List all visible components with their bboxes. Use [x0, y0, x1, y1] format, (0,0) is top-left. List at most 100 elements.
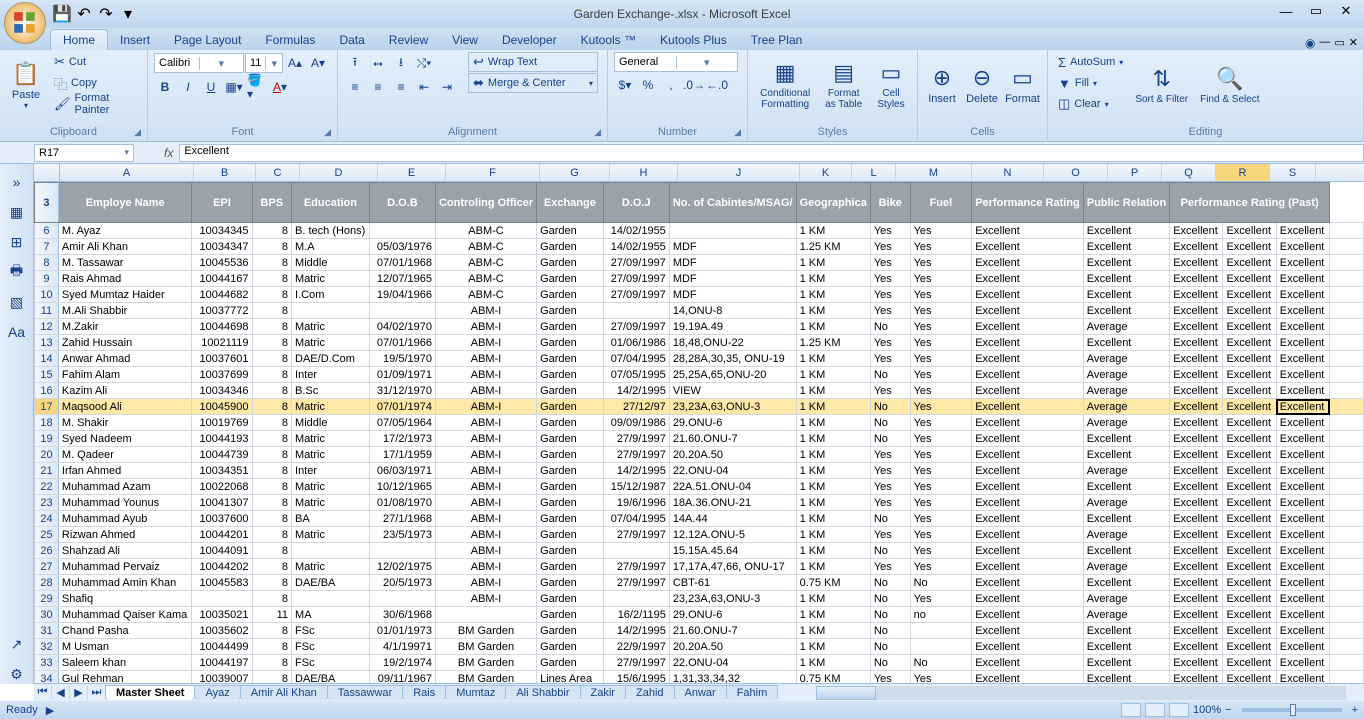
cell[interactable] [1330, 319, 1364, 335]
cell[interactable]: Excellent [1223, 351, 1276, 367]
cell[interactable]: 8 [252, 463, 292, 479]
horizontal-scrollbar[interactable] [798, 685, 1364, 701]
cell[interactable]: Excellent [972, 255, 1084, 271]
cell[interactable]: Yes [910, 415, 972, 431]
cell[interactable]: Yes [870, 463, 910, 479]
cell[interactable]: 17,17A,47,66, ONU-17 [669, 559, 796, 575]
cell[interactable]: Excellent [1170, 559, 1223, 575]
cell[interactable]: 27/9/1997 [603, 575, 669, 591]
cell[interactable] [1330, 639, 1364, 655]
cell[interactable]: ABM-C [435, 287, 536, 303]
cell[interactable]: Excellent [1223, 575, 1276, 591]
cell[interactable]: VIEW [669, 383, 796, 399]
cell[interactable]: 10/12/1965 [369, 479, 435, 495]
cell[interactable] [1330, 303, 1364, 319]
cell[interactable]: Excellent [972, 271, 1084, 287]
window-minimize[interactable]: — [1272, 2, 1300, 20]
cell[interactable]: M. Shakir [58, 415, 191, 431]
cell[interactable]: 1 KM [796, 223, 870, 239]
cell[interactable]: 15.15A.45.64 [669, 543, 796, 559]
cell[interactable]: Yes [910, 463, 972, 479]
cell[interactable]: Excellent [1223, 415, 1276, 431]
cell[interactable]: Garden [537, 607, 604, 623]
cell[interactable]: Garden [537, 447, 604, 463]
cell[interactable]: Matric [292, 527, 370, 543]
cell[interactable]: 19/5/1970 [369, 351, 435, 367]
cell[interactable]: Excellent [1170, 431, 1223, 447]
wrap-text-button[interactable]: ↩Wrap Text [468, 52, 598, 72]
percent-button[interactable]: % [637, 74, 659, 96]
cell[interactable]: DAE/D.Com [292, 351, 370, 367]
cell[interactable]: 1 KM [796, 495, 870, 511]
cell[interactable]: Excellent [1170, 495, 1223, 511]
sheet-tab-master-sheet[interactable]: Master Sheet [105, 685, 195, 700]
conditional-formatting-button[interactable]: ▦Conditional Formatting [754, 52, 816, 118]
row-header[interactable]: 28 [35, 575, 59, 591]
cell[interactable]: Excellent [972, 671, 1084, 684]
cell[interactable] [292, 591, 370, 607]
cell[interactable]: ABM-I [435, 463, 536, 479]
cell[interactable] [1330, 479, 1364, 495]
cell[interactable]: 1 KM [796, 607, 870, 623]
cell[interactable]: Garden [537, 495, 604, 511]
format-painter-button[interactable]: 🖌Format Painter [50, 94, 141, 114]
cell[interactable]: 12/02/1975 [369, 559, 435, 575]
cell[interactable]: Gul Rehman [58, 671, 191, 684]
cell[interactable]: 19/2/1974 [369, 655, 435, 671]
cell[interactable]: Average [1083, 591, 1169, 607]
cell[interactable]: Excellent [1276, 575, 1329, 591]
row-header[interactable]: 21 [35, 463, 59, 479]
indent-dec[interactable]: ⇤ [413, 76, 435, 98]
cell[interactable]: Excellent [1170, 271, 1223, 287]
cell[interactable]: 10041307 [192, 495, 252, 511]
cell[interactable]: Excellent [1170, 399, 1223, 415]
cell[interactable]: Excellent [1083, 575, 1169, 591]
cell[interactable]: MDF [669, 287, 796, 303]
cell[interactable]: ABM-I [435, 591, 536, 607]
cell[interactable]: Excellent [972, 303, 1084, 319]
cell[interactable]: ABM-I [435, 527, 536, 543]
cell[interactable]: M Usman [58, 639, 191, 655]
cell[interactable]: ABM-I [435, 559, 536, 575]
cell[interactable]: Excellent [1170, 639, 1223, 655]
cell[interactable]: Garden [537, 591, 604, 607]
cell[interactable]: Rizwan Ahmed [58, 527, 191, 543]
cell[interactable] [1330, 559, 1364, 575]
cell[interactable]: Yes [870, 335, 910, 351]
sheet-nav-first[interactable]: ⏮ [34, 686, 52, 699]
cell[interactable]: 1 KM [796, 655, 870, 671]
view-layout[interactable] [1145, 703, 1165, 717]
cell[interactable]: 27/09/1997 [603, 319, 669, 335]
cell[interactable] [1330, 367, 1364, 383]
cell[interactable] [910, 639, 972, 655]
cell[interactable]: Excellent [1170, 287, 1223, 303]
cell[interactable] [369, 543, 435, 559]
cell[interactable]: Yes [910, 511, 972, 527]
cell[interactable]: Excellent [1276, 447, 1329, 463]
col-header-H[interactable]: H [610, 164, 678, 181]
cell[interactable]: 27/9/1997 [603, 655, 669, 671]
cell[interactable] [1330, 591, 1364, 607]
cell[interactable]: 1.25 KM [796, 335, 870, 351]
col-header-S[interactable]: S [1270, 164, 1316, 181]
cell[interactable]: Excellent [972, 463, 1084, 479]
view-normal[interactable] [1121, 703, 1141, 717]
row-header[interactable]: 27 [35, 559, 59, 575]
cell[interactable]: Garden [537, 383, 604, 399]
cell[interactable]: Excellent [1170, 591, 1223, 607]
cell[interactable]: 14/02/1955 [603, 223, 669, 239]
cell[interactable]: Excellent [1170, 319, 1223, 335]
cell[interactable]: Excellent [972, 431, 1084, 447]
sheet-tab-tassawwar[interactable]: Tassawwar [327, 685, 403, 700]
cell[interactable]: 07/05/1995 [603, 367, 669, 383]
cell[interactable]: 8 [252, 559, 292, 575]
cell[interactable]: 1 KM [796, 591, 870, 607]
cell[interactable]: Garden [537, 335, 604, 351]
cell[interactable]: Garden [537, 527, 604, 543]
cell[interactable]: Excellent [972, 367, 1084, 383]
cell[interactable]: 8 [252, 639, 292, 655]
cell[interactable]: Excellent [1170, 543, 1223, 559]
row-header[interactable]: 23 [35, 495, 59, 511]
cell[interactable] [1330, 255, 1364, 271]
cell[interactable]: 19/6/1996 [603, 495, 669, 511]
